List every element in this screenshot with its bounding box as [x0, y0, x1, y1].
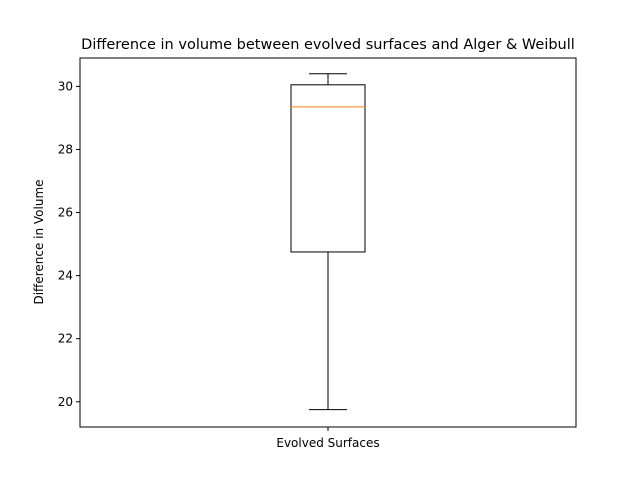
y-tick-label: 26 — [58, 206, 73, 220]
y-tick-label: 28 — [58, 142, 73, 156]
y-axis: 20 22 24 26 28 30 — [58, 79, 80, 409]
y-axis-label: Difference in Volume — [32, 179, 46, 304]
y-tick-label: 24 — [58, 269, 73, 283]
box-group — [290, 73, 366, 411]
plot-area — [290, 73, 366, 411]
box-iqr — [290, 84, 366, 253]
chart-title: Difference in volume between evolved sur… — [81, 37, 575, 53]
x-axis: Evolved Surfaces — [276, 427, 380, 450]
x-tick-label: Evolved Surfaces — [276, 436, 379, 450]
y-tick-label: 20 — [58, 395, 73, 409]
y-tick-label: 30 — [58, 79, 73, 93]
y-tick-label: 22 — [58, 332, 73, 346]
